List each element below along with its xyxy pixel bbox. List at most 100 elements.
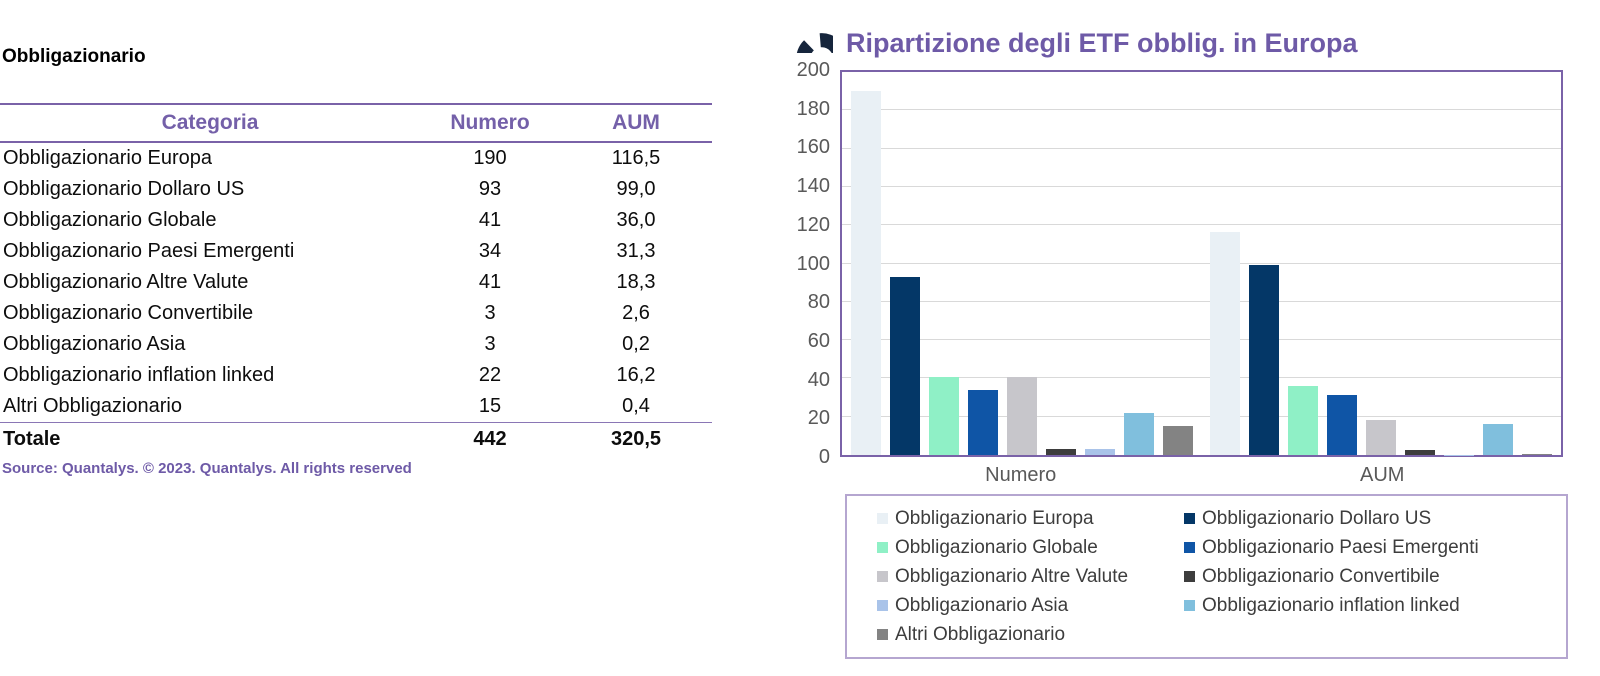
table-row: Obbligazionario Altre Valute 41 18,3 [0,267,712,298]
quantalys-logo-icon [797,33,833,53]
table-cell: 16,2 [616,364,656,386]
source-attribution: Source: Quantalys. © 2023. Quantalys. Al… [2,460,412,477]
table-header-row: Categoria Numero AUM [0,103,712,143]
table-cell: Obbligazionario inflation linked [3,364,275,386]
table-cell: 0,4 [622,395,650,417]
bar [967,389,998,455]
legend-item: Obbligazionario inflation linked [1184,591,1566,620]
table-cell: 2,6 [622,302,650,324]
y-tick-label: 80 [807,291,830,314]
table-cell: Obbligazionario Altre Valute [3,271,249,293]
table-row: Obbligazionario Paesi Emergenti 34 31,3 [0,236,712,267]
y-tick-label: 60 [807,329,830,352]
table-cell: 41 [478,271,502,293]
table-cell: 190 [473,147,507,169]
bar [928,376,959,455]
y-axis-ticks: 0 20 40 60 80 100 120 140 160 180 200 [756,59,830,468]
legend-item: Altri Obbligazionario [877,620,1184,649]
table-cell: 36,0 [616,209,656,231]
table-total-row: Totale 442 320,5 [0,422,712,456]
gridline [842,415,1561,417]
gridline [842,339,1561,341]
legend-marker-icon [1184,571,1195,582]
bar [1123,412,1154,455]
table-cell: 0,2 [622,333,650,355]
table-panel-title: Obbligazionario [2,46,146,67]
bar [1045,449,1076,455]
gridline [842,147,1561,149]
legend-item: Obbligazionario Globale [877,533,1184,562]
legend-label: Obbligazionario Convertibile [1202,565,1440,587]
table-row: Obbligazionario Convertibile 3 2,6 [0,298,712,329]
legend-label: Obbligazionario Altre Valute [895,565,1129,587]
column-header-aum: AUM [612,111,660,134]
table-cell: 22 [478,364,502,386]
legend-item: Obbligazionario Dollaro US [1184,504,1566,533]
gridline [842,262,1561,264]
bar [1162,426,1193,455]
x-category-label: AUM [1360,464,1405,486]
table-cell: 3 [484,333,496,355]
legend-label: Obbligazionario Dollaro US [1202,507,1432,529]
gridlines [842,72,1561,455]
table-row: Obbligazionario Globale 41 36,0 [0,205,712,236]
table-cell: Obbligazionario Dollaro US [3,178,245,200]
bar [1006,376,1037,455]
legend-marker-icon [1184,600,1195,611]
bar [1522,454,1553,455]
table-cell: 99,0 [616,178,656,200]
table-row: Obbligazionario Asia 3 0,2 [0,329,712,360]
table-cell: 31,3 [616,240,656,262]
table-cell: Obbligazionario Asia [3,333,186,355]
legend-label: Obbligazionario Paesi Emergenti [1202,536,1479,558]
legend-label: Obbligazionario inflation linked [1202,594,1460,616]
total-aum: 320,5 [610,428,662,450]
y-tick-label: 20 [807,407,830,430]
plot-area [840,70,1563,457]
bar [1483,423,1514,455]
bar [889,276,920,455]
y-tick-label: 120 [796,213,830,236]
legend-item: Obbligazionario Asia [877,591,1184,620]
bar [850,91,881,455]
y-tick-label: 160 [796,136,830,159]
legend-label: Obbligazionario Europa [895,507,1094,529]
legend-item: Obbligazionario Altre Valute [877,562,1184,591]
gridline [842,300,1561,302]
legend-marker-icon [877,600,888,611]
y-tick-label: 180 [796,97,830,120]
gridline [842,109,1561,111]
legend-marker-icon [877,513,888,524]
column-header-categoria: Categoria [161,111,259,134]
legend-marker-icon [877,571,888,582]
bar [1084,449,1115,455]
chart-legend: Obbligazionario Europa Obbligazionario Do… [845,494,1568,659]
bar [1366,419,1397,455]
table-cell: 41 [478,209,502,231]
y-tick-label: 40 [807,368,830,391]
legend-item: Obbligazionario Europa [877,504,1184,533]
table-cell: 116,5 [611,147,661,169]
table-body: Obbligazionario Europa 190 116,5 Obbligazio… [0,143,712,422]
legend-marker-icon [877,542,888,553]
bar [1288,386,1319,455]
y-tick-label: 200 [796,59,830,81]
gridline [842,224,1561,226]
bar [1249,265,1280,455]
bar [1405,450,1436,455]
table-cell: 18,3 [616,271,656,293]
table-cell: 34 [478,240,502,262]
category-table: Categoria Numero AUM Obbligazionario Eur… [0,103,712,456]
chart-title: Ripartizione degli ETF obblig. in Europa [846,28,1358,58]
table-cell: Obbligazionario Europa [3,147,213,169]
table-cell: Obbligazionario Paesi Emergenti [3,240,295,262]
table-cell: 93 [478,178,502,200]
gridline [842,377,1561,379]
table-cell: Obbligazionario Globale [3,209,217,231]
x-category-label: Numero [985,464,1057,486]
table-cell: 3 [484,302,496,324]
bar-group-numero [842,72,1202,455]
bar-group-aum [1202,72,1562,455]
y-tick-label: 0 [818,446,830,468]
legend-marker-icon [877,629,888,640]
